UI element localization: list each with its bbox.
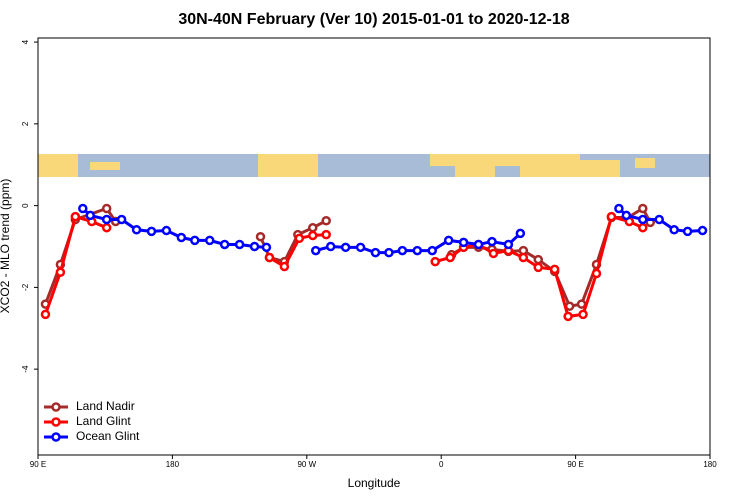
x-tick-label: 90 E [567, 460, 583, 469]
data-point [591, 268, 602, 279]
data-point [576, 299, 587, 309]
legend-marker [51, 402, 61, 412]
data-point [161, 225, 172, 236]
y-tick-label: 4 [21, 39, 30, 44]
data-point [308, 222, 318, 233]
data-point [85, 210, 96, 221]
data-point [255, 231, 266, 242]
legend-label: Land Glint [76, 414, 131, 428]
data-point [249, 241, 260, 252]
map-strip [38, 154, 710, 177]
data-point [279, 261, 290, 272]
data-point [638, 222, 648, 233]
data-point [176, 232, 187, 243]
data-point [614, 203, 624, 214]
data-point [458, 237, 469, 248]
y-tick-label: 2 [21, 121, 30, 126]
data-point [261, 242, 272, 253]
data-point [311, 245, 321, 256]
data-point [204, 235, 215, 246]
data-point [515, 228, 526, 239]
data-point [533, 254, 544, 265]
data-point [78, 203, 88, 214]
data-point [264, 252, 275, 263]
data-point [55, 267, 66, 278]
data-point [412, 245, 423, 256]
data-point [340, 242, 351, 253]
data-point [443, 235, 454, 246]
x-tick-label: 90 W [297, 460, 316, 469]
data-point [563, 311, 573, 322]
data-point [70, 211, 81, 222]
x-tick-label: 180 [703, 460, 717, 469]
data-point [578, 309, 588, 320]
data-point [638, 203, 648, 214]
data-point [116, 214, 127, 225]
legend-label: Ocean Glint [76, 429, 140, 443]
data-point [234, 239, 245, 250]
data-point [518, 252, 529, 263]
data-point [101, 222, 112, 233]
data-point [101, 214, 112, 225]
data-point [397, 245, 408, 256]
data-point [669, 224, 679, 235]
data-point [473, 239, 484, 250]
y-tick-label: -4 [21, 365, 30, 373]
data-point [430, 256, 440, 267]
data-point [445, 252, 455, 263]
legend-marker [51, 417, 61, 427]
y-axis-label: XCO2 - MLO trend (ppm) [0, 179, 12, 314]
data-point [294, 233, 305, 244]
data-point [370, 247, 381, 258]
data-point [549, 264, 560, 275]
data-point [146, 226, 157, 237]
data-point [503, 239, 514, 250]
data-point [533, 262, 544, 273]
data-point [190, 235, 200, 246]
chart-title: 30N-40N February (Ver 10) 2015-01-01 to … [178, 11, 569, 28]
y-tick-label: 0 [21, 203, 30, 208]
y-tick-label: -2 [21, 283, 30, 291]
data-point [219, 239, 230, 250]
data-point [621, 210, 632, 221]
plot-frame [37, 37, 711, 456]
x-tick-label: 180 [166, 460, 180, 469]
data-point [606, 211, 617, 222]
legend-label: Land Nadir [76, 399, 135, 413]
x-tick-label: 0 [439, 460, 444, 469]
x-tick-label: 90 E [30, 460, 46, 469]
data-point [308, 230, 318, 241]
data-point [697, 225, 708, 236]
data-point [682, 226, 693, 237]
legend-marker [51, 432, 61, 442]
data-point [355, 242, 366, 253]
data-point [131, 224, 142, 235]
data-point [325, 241, 336, 252]
data-point [321, 215, 331, 226]
data-point [638, 214, 648, 225]
data-point [40, 309, 51, 320]
data-point [654, 214, 664, 225]
data-point [321, 229, 331, 240]
x-axis-label: Longitude [348, 476, 401, 490]
data-point [427, 245, 437, 256]
data-point [384, 247, 394, 258]
data-point [487, 236, 497, 247]
data-point [101, 203, 112, 214]
data-point [488, 248, 499, 259]
